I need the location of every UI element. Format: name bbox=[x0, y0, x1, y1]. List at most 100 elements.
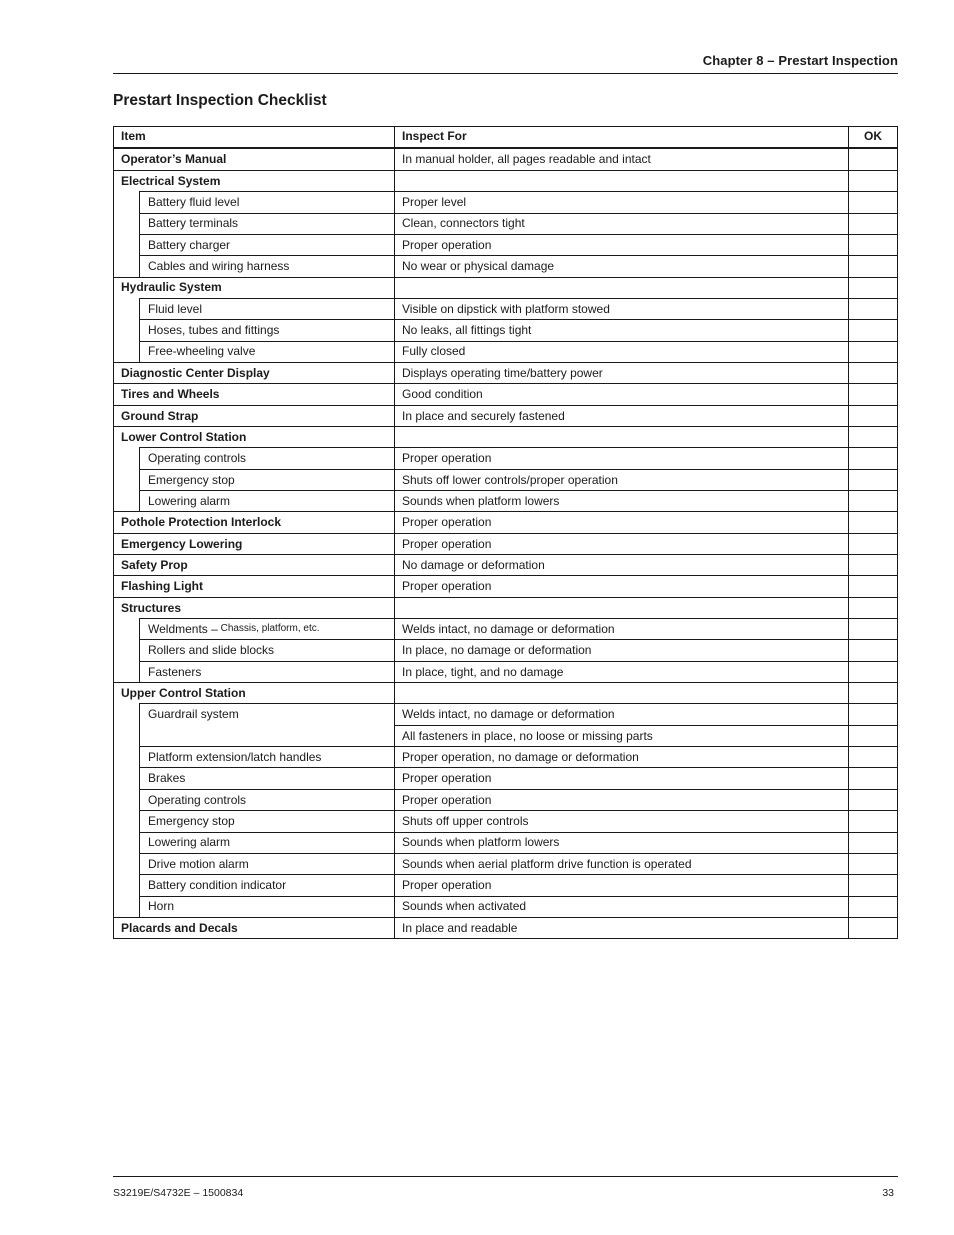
item-text: Tires and Wheels bbox=[121, 387, 220, 402]
table-row: Ground Strap In place and securely faste… bbox=[114, 404, 897, 426]
inspect-for-cell: Proper operation bbox=[394, 575, 848, 597]
inspect-for-cell: Clean, connectors tight bbox=[394, 212, 848, 234]
inspect-for-cell: Displays operating time/battery power bbox=[394, 361, 848, 384]
item-text-small: Chassis, platform, etc. bbox=[217, 622, 320, 634]
table-row: Weldments – Chassis, platform, etc. Weld… bbox=[114, 618, 897, 640]
item-indent-gutter bbox=[114, 234, 139, 255]
item-indent-gutter bbox=[114, 447, 139, 468]
inspect-for-cell: In manual holder, all pages readable and… bbox=[394, 148, 848, 170]
item-cell: Operating controls bbox=[139, 447, 394, 469]
inspect-for-cell: Fully closed bbox=[394, 340, 848, 362]
item-indent-gutter bbox=[114, 810, 139, 831]
table-row: Hydraulic System bbox=[114, 276, 897, 298]
table-row: Guardrail system Welds intact, no damage… bbox=[114, 703, 897, 725]
item-text: Operator’s Manual bbox=[121, 151, 227, 166]
ok-checkbox-cell bbox=[848, 297, 897, 320]
item-text: Emergency stop bbox=[148, 472, 235, 487]
item-text: Guardrail system bbox=[148, 707, 239, 722]
item-indent-gutter bbox=[114, 746, 139, 767]
item-indent-gutter bbox=[114, 767, 139, 788]
item-text: Emergency Lowering bbox=[121, 536, 243, 551]
table-row: Electrical System bbox=[114, 169, 897, 192]
prestart-inspection-table: Item Inspect For OK Operator’s Manual In… bbox=[113, 126, 898, 940]
item-cell: Placards and Decals bbox=[114, 916, 394, 938]
inspect-for-cell bbox=[394, 169, 848, 192]
ok-checkbox-cell bbox=[848, 852, 897, 875]
item-cell: Pothole Protection Interlock bbox=[114, 511, 394, 532]
item-indent-gutter bbox=[114, 832, 139, 853]
inspect-for-cell: In place, no damage or deformation bbox=[394, 639, 848, 661]
item-cell: Battery charger bbox=[139, 233, 394, 256]
item-indent-gutter bbox=[114, 213, 139, 234]
inspect-for-cell: Proper operation, no damage or deformati… bbox=[394, 746, 848, 768]
item-cell: Emergency stop bbox=[139, 468, 394, 490]
ok-checkbox-cell bbox=[848, 212, 897, 234]
ok-checkbox-cell bbox=[848, 810, 897, 832]
inspect-for-cell bbox=[394, 276, 848, 298]
inspect-for-cell: Proper operation bbox=[394, 447, 848, 469]
item-indent-gutter bbox=[114, 298, 139, 319]
item-cell: Structures bbox=[114, 596, 394, 618]
column-header-ok: OK bbox=[848, 127, 897, 147]
table-row: Battery condition indicator Proper opera… bbox=[114, 874, 897, 896]
item-text: Platform extension/latch handles bbox=[148, 750, 322, 764]
item-indent-gutter bbox=[114, 618, 139, 639]
ok-checkbox-cell bbox=[848, 874, 897, 896]
item-cell: Rollers and slide blocks bbox=[139, 639, 394, 661]
item-cell: Operator’s Manual bbox=[114, 149, 394, 170]
inspect-for-cell: In place, tight, and no damage bbox=[394, 660, 848, 683]
item-text: Hydraulic System bbox=[121, 280, 222, 295]
item-indent-gutter bbox=[114, 639, 139, 660]
table-row: Pothole Protection Interlock Proper oper… bbox=[114, 511, 897, 533]
item-text: Electrical System bbox=[121, 173, 221, 188]
ok-checkbox-cell bbox=[848, 618, 897, 640]
item-cell: Hydraulic System bbox=[114, 276, 394, 298]
table-row: Lowering alarm Sounds when platform lowe… bbox=[114, 490, 897, 512]
ok-checkbox-cell bbox=[848, 916, 897, 939]
table-row: Operating controls Proper operation bbox=[114, 447, 897, 469]
item-text: Fasteners bbox=[148, 664, 202, 679]
item-cell: Cables and wiring harness bbox=[139, 255, 394, 277]
inspect-for-cell: Sounds when aerial platform drive functi… bbox=[394, 852, 848, 875]
table-row: Free-wheeling valve Fully closed bbox=[114, 340, 897, 362]
item-indent-gutter bbox=[114, 896, 139, 917]
item-text: Pothole Protection Interlock bbox=[121, 515, 282, 530]
item-cell: Lowering alarm bbox=[139, 490, 394, 512]
table-row: Battery charger Proper operation bbox=[114, 233, 897, 256]
table-row: Fasteners In place, tight, and no damage bbox=[114, 660, 897, 683]
item-text: Emergency stop bbox=[148, 814, 235, 829]
inspect-for-cell: Shuts off lower controls/proper operatio… bbox=[394, 468, 848, 490]
ok-checkbox-cell bbox=[848, 724, 897, 747]
table-row: Structures bbox=[114, 596, 897, 619]
page-title: Prestart Inspection Checklist bbox=[113, 92, 327, 109]
item-text: Structures bbox=[121, 600, 182, 615]
ok-checkbox-cell bbox=[848, 639, 897, 661]
item-indent-gutter bbox=[114, 725, 139, 746]
item-text: Fluid level bbox=[148, 301, 203, 316]
ok-checkbox-cell bbox=[848, 746, 897, 768]
table-row: Lower Control Station bbox=[114, 425, 897, 448]
table-row: Operating controls Proper operation bbox=[114, 788, 897, 811]
table-row: Lowering alarm Sounds when platform lowe… bbox=[114, 831, 897, 853]
ok-checkbox-cell bbox=[848, 191, 897, 213]
inspect-for-cell: All fasteners in place, no loose or miss… bbox=[394, 724, 848, 747]
inspect-for-cell: Proper operation bbox=[394, 532, 848, 555]
ok-checkbox-cell bbox=[848, 831, 897, 853]
ok-checkbox-cell bbox=[848, 404, 897, 426]
inspect-for-cell: Sounds when platform lowers bbox=[394, 490, 848, 512]
table-row: Cables and wiring harness No wear or phy… bbox=[114, 255, 897, 277]
item-cell: Operating controls bbox=[139, 788, 394, 811]
item-text: Battery terminals bbox=[148, 216, 239, 231]
column-header-item: Item bbox=[121, 129, 146, 144]
inspect-for-cell: In place and readable bbox=[394, 916, 848, 939]
table-row: Emergency stop Shuts off upper controls bbox=[114, 810, 897, 832]
item-text: Weldments – bbox=[148, 621, 218, 636]
item-cell: Horn bbox=[139, 895, 394, 917]
inspect-for-cell: Welds intact, no damage or deformation bbox=[394, 703, 848, 725]
item-indent-gutter bbox=[114, 469, 139, 490]
ok-checkbox-cell bbox=[848, 703, 897, 725]
item-text: Operating controls bbox=[148, 792, 247, 807]
checklist-body: Operator’s Manual In manual holder, all … bbox=[114, 148, 897, 939]
item-text: Flashing Light bbox=[121, 579, 203, 594]
